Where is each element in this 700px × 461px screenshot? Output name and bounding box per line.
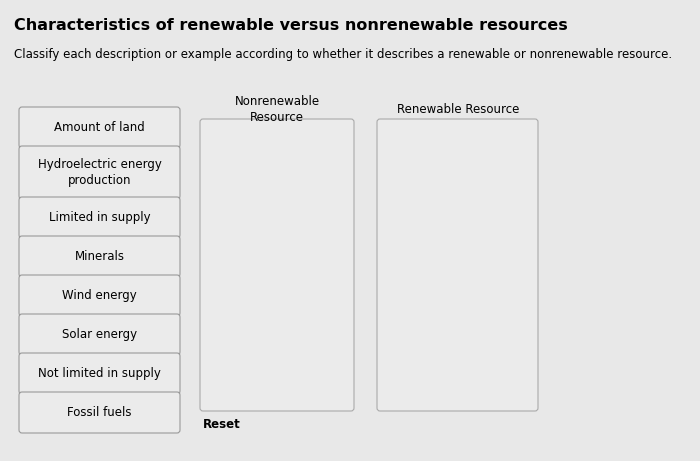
Text: Amount of land: Amount of land (54, 121, 145, 134)
FancyBboxPatch shape (19, 146, 180, 199)
Text: Reset: Reset (203, 418, 241, 431)
Text: Wind energy: Wind energy (62, 289, 137, 302)
Text: Not limited in supply: Not limited in supply (38, 367, 161, 380)
Text: Hydroelectric energy
production: Hydroelectric energy production (38, 158, 162, 187)
Text: Fossil fuels: Fossil fuels (67, 406, 132, 419)
FancyBboxPatch shape (377, 119, 538, 411)
Text: Classify each description or example according to whether it describes a renewab: Classify each description or example acc… (14, 48, 672, 61)
Text: Solar energy: Solar energy (62, 328, 137, 341)
Text: Limited in supply: Limited in supply (49, 211, 150, 224)
Text: Nonrenewable
Resource: Nonrenewable Resource (234, 95, 320, 124)
FancyBboxPatch shape (19, 314, 180, 355)
Text: Renewable Resource: Renewable Resource (397, 103, 519, 116)
FancyBboxPatch shape (19, 392, 180, 433)
FancyBboxPatch shape (19, 353, 180, 394)
FancyBboxPatch shape (19, 107, 180, 148)
FancyBboxPatch shape (19, 197, 180, 238)
Text: Minerals: Minerals (74, 250, 125, 263)
Text: Characteristics of renewable versus nonrenewable resources: Characteristics of renewable versus nonr… (14, 18, 568, 33)
FancyBboxPatch shape (19, 236, 180, 277)
FancyBboxPatch shape (19, 275, 180, 316)
FancyBboxPatch shape (200, 119, 354, 411)
